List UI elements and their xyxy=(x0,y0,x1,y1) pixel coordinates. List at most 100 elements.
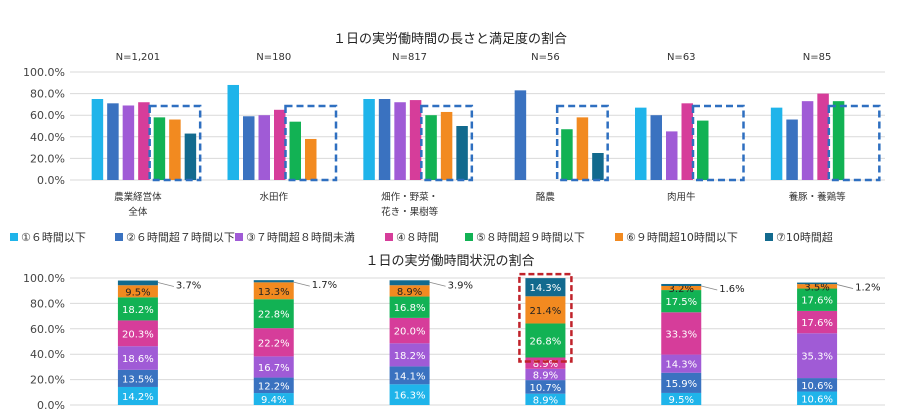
chart1-bar xyxy=(409,100,422,180)
chart2-y-tick-label: 0.0% xyxy=(37,399,65,412)
chart2-bar-segment xyxy=(525,368,566,381)
chart1-bar xyxy=(122,105,135,180)
chart2-data-label: 14.2% xyxy=(122,392,154,403)
chart1-n-label: N=817 xyxy=(392,52,427,63)
chart2-data-label: 9.5% xyxy=(669,395,694,406)
chart2-data-label: 10.6% xyxy=(801,394,833,405)
chart1-category-label: 養豚・養鶏等 xyxy=(789,191,847,203)
legend-swatch xyxy=(10,233,18,241)
chart1-n-label: N=63 xyxy=(667,52,696,63)
chart1-category-label: 全体 xyxy=(128,206,148,218)
chart1-bar xyxy=(138,102,150,180)
chart2-bar-segment xyxy=(661,354,702,373)
legend-swatch xyxy=(615,233,623,241)
chart1-category-label: 畑作・野菜・ xyxy=(381,191,438,203)
chart2-bar-segment xyxy=(525,393,566,405)
chart2-bar-segment xyxy=(797,391,838,405)
chart1-bar xyxy=(440,111,453,180)
chart2-bar-segment xyxy=(389,384,430,405)
chart2-leader-line xyxy=(701,285,718,291)
chart2-data-label: 3.9% xyxy=(448,280,473,291)
chart2-data-label: 20.0% xyxy=(394,327,426,338)
chart2-data-label: 13.5% xyxy=(122,374,154,385)
chart2-data-label: 16.7% xyxy=(258,363,290,374)
chart1-bar xyxy=(456,126,468,180)
chart1-bar xyxy=(243,116,255,180)
chart1-bar xyxy=(153,117,166,180)
chart1-n-label: N=1,201 xyxy=(116,52,161,63)
chart1-bar xyxy=(289,121,301,180)
chart2-bar-segment xyxy=(389,366,430,385)
chart1-highlight-box xyxy=(284,104,338,182)
chart2-bar-segment xyxy=(525,296,566,324)
chart2-bar-segment xyxy=(661,392,702,405)
chart2-bar-segment xyxy=(525,357,566,369)
chart2-data-label: 16.8% xyxy=(394,303,426,314)
chart2-bar-segment xyxy=(797,333,838,379)
chart1-bar xyxy=(561,129,573,180)
legend-swatch xyxy=(765,233,773,241)
chart2-data-label: 18.2% xyxy=(122,305,154,316)
chart1-highlight-box xyxy=(827,104,881,182)
chart1-bar xyxy=(514,90,527,180)
chart2-data-label: 12.2% xyxy=(258,381,290,392)
chart2-bar-segment xyxy=(117,346,158,370)
chart2-bar-segment xyxy=(389,285,430,297)
chart1-bar xyxy=(801,101,814,180)
chart1-y-tick-label: 0.0% xyxy=(37,174,65,187)
chart2-data-label: 15.9% xyxy=(665,379,697,390)
chart2-data-label: 1.2% xyxy=(855,283,880,294)
chart1-bar xyxy=(832,101,845,180)
chart2-data-label: 8.9% xyxy=(533,359,558,370)
chart2-bar-segment xyxy=(253,282,294,300)
chart2-bar-segment xyxy=(525,323,566,358)
chart1-y-tick-label: 100.0% xyxy=(23,66,65,79)
chart2-bar-segment xyxy=(389,280,430,286)
chart1-title: １日の実労働時間の長さと満足度の割合 xyxy=(333,31,567,47)
chart2-bar-segment xyxy=(661,283,702,287)
chart2-data-label: 18.2% xyxy=(394,351,426,362)
chart1-category-label: 花き・果樹等 xyxy=(381,206,439,218)
chart2-data-label: 26.8% xyxy=(530,336,562,347)
legend-label: ③７時間超８時間未満 xyxy=(246,230,355,244)
chart2-leader-line xyxy=(157,282,175,287)
chart1-bar xyxy=(305,138,317,180)
chart1-bar xyxy=(666,131,678,180)
legend-label: ④８時間 xyxy=(396,231,439,244)
chart2-data-label: 1.7% xyxy=(312,280,337,291)
chart1-bar xyxy=(592,153,604,180)
chart2-leader-line xyxy=(293,281,310,287)
chart2-title: １日の実労働時間状況の割合 xyxy=(365,253,534,269)
chart2-bar-segment xyxy=(525,380,566,394)
chart1-bar xyxy=(378,99,391,180)
legend-swatch xyxy=(385,233,393,241)
chart2-bar-segment xyxy=(389,296,430,318)
chart2-leader-line xyxy=(836,284,854,289)
chart2-bar-segment xyxy=(253,280,294,283)
chart2-data-label: 33.3% xyxy=(665,329,697,340)
chart2-bar-segment xyxy=(389,317,430,344)
chart1-bar xyxy=(650,115,662,180)
chart2-y-tick-label: 100.0% xyxy=(23,272,65,285)
chart1-bar xyxy=(169,119,181,180)
chart2-data-label: 21.4% xyxy=(530,306,562,317)
chart2-data-label: 9.4% xyxy=(261,395,286,406)
chart2-data-label: 20.3% xyxy=(122,329,154,340)
chart1-y-tick-label: 40.0% xyxy=(30,131,65,144)
chart1-bar xyxy=(107,103,119,180)
chart1-category-label: 酪農 xyxy=(536,191,556,203)
chart2-y-tick-label: 60.0% xyxy=(30,323,65,336)
chart2-data-label: 8.9% xyxy=(533,370,558,381)
legend-label: ⑥９時間超10時間以下 xyxy=(626,230,738,244)
chart1-category-label: 水田作 xyxy=(259,191,288,203)
chart2-bar-segment xyxy=(797,288,838,311)
chart2-bar-segment xyxy=(253,377,294,394)
chart2-bar-segment xyxy=(389,343,430,367)
chart1-bar xyxy=(91,99,104,180)
chart1-bar xyxy=(786,119,798,180)
chart1-bar xyxy=(817,93,829,180)
chart2-bar-segment xyxy=(797,310,838,334)
chart2-data-label: 17.6% xyxy=(801,318,833,329)
